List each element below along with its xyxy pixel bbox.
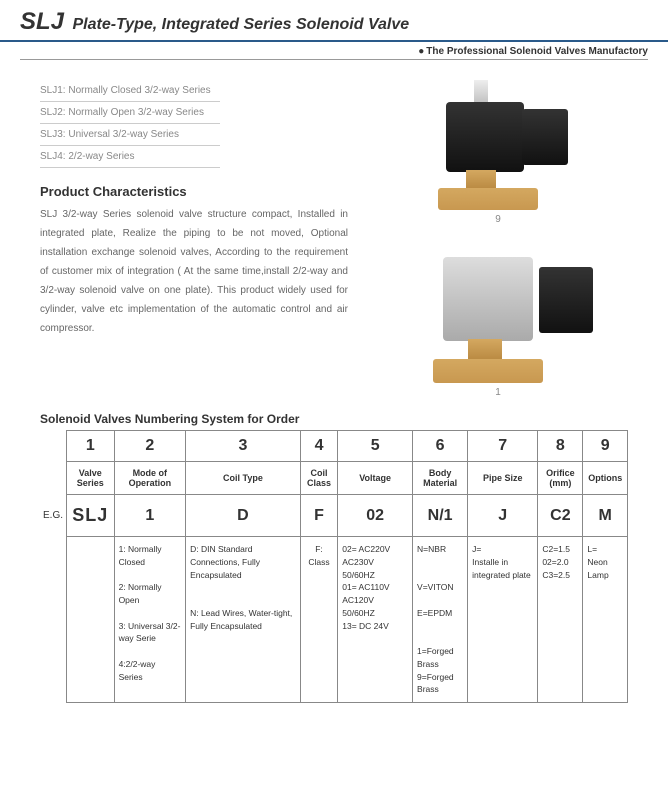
- characteristics-body: SLJ 3/2-way Series solenoid valve struct…: [40, 205, 348, 338]
- image-caption-bottom: 1: [495, 387, 501, 398]
- col-label: Options: [583, 462, 628, 495]
- desc-cell: [67, 537, 115, 703]
- series-item: SLJ1: Normally Closed 3/2-way Series: [40, 80, 220, 102]
- divider: [20, 59, 648, 60]
- product-image-bottom: [403, 233, 593, 383]
- characteristics-heading: Product Characteristics: [40, 184, 348, 199]
- col-num: 5: [338, 431, 413, 462]
- eg-cell: C2: [538, 495, 583, 537]
- product-image-top: [428, 80, 568, 210]
- col-label: Mode of Operation: [114, 462, 186, 495]
- desc-cell: D: DIN Standard Connections, Fully Encap…: [186, 537, 301, 703]
- desc-cell: F: Class: [300, 537, 337, 703]
- eg-cell: F: [300, 495, 337, 537]
- col-num: 9: [583, 431, 628, 462]
- table-row-desc: 1: Normally Closed 2: Normally Open 3: U…: [40, 537, 628, 703]
- series-item: SLJ2: Normally Open 3/2-way Series: [40, 102, 220, 124]
- series-list: SLJ1: Normally Closed 3/2-way Series SLJ…: [40, 80, 348, 168]
- tagline: The Professional Solenoid Valves Manufac…: [0, 42, 668, 59]
- eg-label: E.G.: [40, 495, 67, 537]
- eg-cell: 02: [338, 495, 413, 537]
- col-num: 8: [538, 431, 583, 462]
- series-item: SLJ3: Universal 3/2-way Series: [40, 124, 220, 146]
- desc-cell: 02= AC220V AC230V 50/60HZ01= AC110V AC12…: [338, 537, 413, 703]
- desc-cell: L=Neon Lamp: [583, 537, 628, 703]
- col-num: 6: [413, 431, 468, 462]
- eg-cell: N/1: [413, 495, 468, 537]
- col-num: 7: [468, 431, 538, 462]
- table-row-example: E.G. SLJ 1 D F 02 N/1 J C2 M: [40, 495, 628, 537]
- desc-cell: J=Installe in integrated plate: [468, 537, 538, 703]
- col-num: 1: [67, 431, 115, 462]
- eg-cell: D: [186, 495, 301, 537]
- col-num: 3: [186, 431, 301, 462]
- desc-cell: C2=1.502=2.0C3=2.5: [538, 537, 583, 703]
- eg-cell: 1: [114, 495, 186, 537]
- col-label: Pipe Size: [468, 462, 538, 495]
- col-label: Coil Type: [186, 462, 301, 495]
- header-bar: SLJ Plate-Type, Integrated Series Soleno…: [0, 0, 668, 42]
- col-label: Coil Class: [300, 462, 337, 495]
- col-label: Body Material: [413, 462, 468, 495]
- desc-cell: 1: Normally Closed 2: Normally Open 3: U…: [114, 537, 186, 703]
- eg-cell: M: [583, 495, 628, 537]
- eg-cell: SLJ: [67, 495, 115, 537]
- col-label: Valve Series: [67, 462, 115, 495]
- table-row-nums: 1 2 3 4 5 6 7 8 9: [40, 431, 628, 462]
- col-num: 4: [300, 431, 337, 462]
- col-num: 2: [114, 431, 186, 462]
- ordering-table: 1 2 3 4 5 6 7 8 9 Valve Series Mode of O…: [40, 430, 628, 703]
- series-item: SLJ4: 2/2-way Series: [40, 146, 220, 168]
- col-label: Voltage: [338, 462, 413, 495]
- title-sub: Plate-Type, Integrated Series Solenoid V…: [72, 16, 409, 33]
- table-row-labels: Valve Series Mode of Operation Coil Type…: [40, 462, 628, 495]
- eg-cell: J: [468, 495, 538, 537]
- image-caption-top: 9: [495, 214, 501, 225]
- title-main: SLJ: [20, 8, 64, 35]
- desc-cell: N=NBR V=VITON E=EPDM 1=Forged Brass9=For…: [413, 537, 468, 703]
- col-label: Orifice (mm): [538, 462, 583, 495]
- ordering-title: Solenoid Valves Numbering System for Ord…: [40, 412, 628, 426]
